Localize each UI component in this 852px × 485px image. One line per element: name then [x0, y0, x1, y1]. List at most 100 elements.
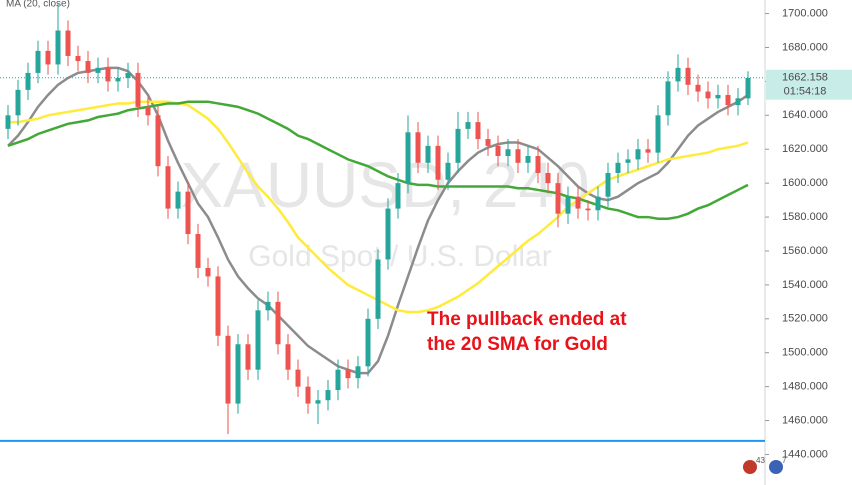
candle-body [535, 156, 541, 173]
candle-body [225, 335, 231, 404]
candle-body [395, 183, 401, 209]
candle-body [645, 149, 651, 153]
candle-body [295, 369, 301, 387]
candle-body [725, 94, 731, 106]
candle-body [355, 366, 361, 379]
badge-count: 7 [782, 456, 787, 465]
candle-body [485, 139, 491, 146]
y-tick-label: 1540.000 [782, 279, 828, 291]
y-tick-label: 1480.000 [782, 381, 828, 393]
y-tick-label: 1500.000 [782, 347, 828, 359]
candle-body [65, 30, 71, 56]
candle-body [515, 149, 521, 163]
candle-body [95, 67, 101, 73]
candle-body [55, 30, 61, 65]
candle-body [205, 267, 211, 277]
candle-body [695, 84, 701, 92]
candle-body [745, 78, 751, 99]
candle-body [705, 91, 711, 99]
candle-body [345, 369, 351, 379]
candle-body [85, 61, 91, 73]
candle-body [425, 145, 431, 163]
candle-body [75, 55, 81, 62]
candle-body [635, 149, 641, 160]
candle-body [315, 400, 321, 404]
candle-body [35, 50, 41, 73]
candle-body [475, 122, 481, 140]
candle-body [575, 196, 581, 209]
candle-body [185, 191, 191, 235]
candle-body [5, 115, 11, 129]
watermark-symbol: XAUUSD, 240 [180, 149, 589, 221]
candle-body [105, 67, 111, 82]
indicator-legend: MA (20, close) [6, 0, 70, 10]
last-price-label: 1662.158 [782, 72, 828, 84]
candle-body [405, 132, 411, 184]
flag-badge [743, 460, 757, 474]
candle-body [255, 310, 261, 370]
candle-body [195, 234, 201, 268]
candle-body [655, 115, 661, 153]
y-tick-label: 1560.000 [782, 245, 828, 257]
candle-body [165, 166, 171, 209]
candle-body [235, 344, 241, 404]
price-tag [766, 69, 852, 100]
moving-average [7, 66, 749, 375]
candle-body [435, 145, 441, 180]
candle-body [155, 115, 161, 167]
candle-body [665, 81, 671, 116]
y-tick-label: 1600.000 [782, 177, 828, 189]
y-tick-label: 1620.000 [782, 143, 828, 155]
candle-body [735, 98, 741, 106]
candle-body [115, 78, 121, 82]
candle-body [365, 318, 371, 367]
candle-body [285, 344, 291, 370]
candle-body [685, 67, 691, 85]
candle-body [505, 149, 511, 157]
candle-body [265, 301, 271, 311]
candle-body [25, 72, 31, 90]
candle-body [415, 132, 421, 163]
flag-badge [769, 460, 783, 474]
candle-body [715, 94, 721, 99]
candle-body [675, 67, 681, 82]
candle-body [135, 72, 141, 107]
candle-body [245, 344, 251, 370]
badge-count: 43 [756, 456, 765, 465]
candle-body [375, 259, 381, 319]
y-tick-label: 1700.000 [782, 7, 828, 19]
candle-body [335, 369, 341, 391]
candle-body [145, 106, 151, 116]
y-tick-label: 1640.000 [782, 109, 828, 121]
y-tick-label: 1460.000 [782, 414, 828, 426]
candle-body [125, 72, 131, 79]
candle-body [565, 196, 571, 214]
candle-body [605, 172, 611, 197]
countdown-label: 01:54:18 [784, 86, 827, 98]
y-tick-label: 1680.000 [782, 41, 828, 53]
annotation: the 20 SMA for Gold [427, 334, 608, 355]
candle-body [215, 276, 221, 336]
candle-body [545, 172, 551, 184]
candle-body [555, 183, 561, 214]
candle-body [445, 162, 451, 180]
candle-body [175, 191, 181, 209]
candle-body [465, 122, 471, 129]
candle-body [15, 89, 21, 116]
candle-body [325, 390, 331, 401]
candle-body [385, 208, 391, 260]
candle-body [45, 50, 51, 65]
candle-body [525, 156, 531, 163]
candle-body [455, 128, 461, 163]
candle-body [495, 145, 501, 157]
candle-body [585, 208, 591, 211]
candle-body [305, 386, 311, 404]
annotation: The pullback ended at [427, 309, 627, 330]
y-tick-label: 1580.000 [782, 211, 828, 223]
candle-body [615, 162, 621, 173]
y-tick-label: 1440.000 [782, 448, 828, 460]
plot [0, 3, 765, 442]
candle-body [595, 196, 601, 211]
